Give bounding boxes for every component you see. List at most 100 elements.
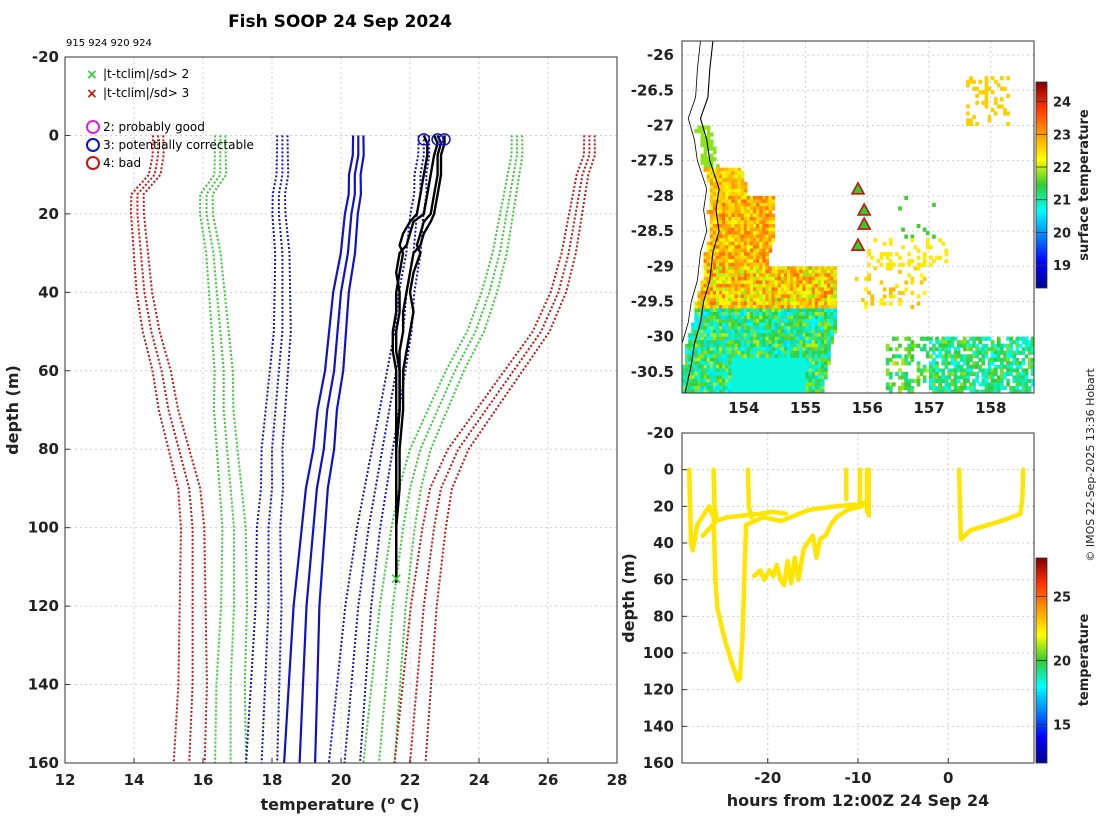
sst-cell (688, 333, 692, 338)
sst-cell (814, 276, 819, 281)
sst-cell (867, 290, 871, 296)
sst-cell (827, 329, 831, 334)
sst-cell (768, 227, 773, 232)
sst-cell (709, 347, 714, 352)
sst-cell (728, 315, 732, 320)
sst-cell (709, 174, 714, 179)
sst-cell (734, 364, 739, 369)
sst-cell (709, 294, 714, 299)
sst-cell (682, 364, 686, 369)
sst-cell (688, 354, 692, 359)
sst-cell (706, 361, 711, 366)
sst-cell (910, 378, 915, 384)
sst-cell (703, 386, 708, 391)
sst-cell (762, 315, 766, 320)
climatology-line-blue-solid-left (283, 135, 355, 764)
sst-cell (790, 312, 794, 317)
sst-cell (820, 273, 825, 278)
sst-cell (734, 340, 739, 345)
sst-cell (790, 266, 794, 271)
sst-cell (716, 368, 720, 373)
sst-cell (814, 386, 819, 391)
sst-cell (749, 241, 754, 246)
colorbar-tick-label: 21 (1053, 194, 1071, 209)
sst-cell (805, 368, 810, 373)
sst-cell (728, 326, 732, 331)
sst-cell (734, 188, 739, 193)
sst-cell (790, 280, 794, 285)
sst-cell (728, 308, 732, 313)
sst-cell (703, 382, 708, 387)
sst-cell (737, 386, 742, 391)
sst-cell (688, 343, 692, 348)
sst-cell (805, 269, 810, 274)
sst-cell (796, 389, 800, 393)
sst-cell (719, 255, 723, 260)
sst-cell (941, 368, 946, 373)
sst-cell (725, 287, 729, 292)
sst-cell (731, 315, 736, 320)
sst-cell (734, 269, 739, 274)
sst-cell (796, 357, 800, 362)
sst-cell (719, 269, 723, 274)
sst-cell (756, 354, 760, 359)
sst-cell (802, 386, 807, 391)
sst-cell (703, 146, 708, 151)
sst-cell (817, 364, 822, 369)
sst-cell (737, 241, 742, 246)
sst-cell (799, 340, 803, 345)
sst-cell (706, 375, 711, 380)
sst-cell (740, 312, 745, 317)
sst-cell (749, 255, 754, 260)
sst-cell (796, 378, 800, 384)
sst-cell (740, 259, 745, 264)
sst-cell (685, 378, 689, 384)
sst-cell (703, 287, 708, 292)
sst-cell (743, 224, 748, 229)
sst-cell (796, 273, 800, 278)
sst-cell (966, 122, 970, 127)
sst-cell (731, 287, 736, 292)
sst-cell (950, 368, 955, 373)
sst-cell (799, 336, 803, 341)
sst-cell (864, 301, 868, 306)
sst-cell (783, 308, 788, 313)
sst-cell (963, 340, 967, 345)
sst-cell (947, 389, 952, 393)
sst-cell (790, 364, 794, 369)
temperature-profile-line (395, 134, 443, 583)
sst-cell (731, 259, 736, 264)
sst-cell (969, 386, 973, 391)
sst-cell (1030, 364, 1034, 369)
sst-cell (984, 104, 989, 109)
sst-cell (916, 224, 921, 229)
sst-cell (805, 280, 810, 285)
sst-cell (811, 319, 816, 324)
sst-cell (688, 375, 692, 380)
sst-cell (802, 371, 807, 377)
sst-cell (787, 336, 791, 341)
sst-cell (817, 378, 822, 384)
sst-cell (749, 350, 754, 355)
sst-cell (783, 322, 788, 327)
sst-cell (990, 378, 995, 384)
sst-cell (765, 245, 770, 250)
sst-cell (793, 266, 797, 271)
sst-cell (1012, 357, 1017, 362)
sst-cell (756, 269, 760, 274)
sst-cell (746, 361, 751, 366)
sst-cell (731, 357, 736, 362)
sst-cell (765, 301, 770, 306)
sst-cell (879, 252, 884, 257)
sst-cell (1027, 357, 1032, 362)
sst-cell (697, 319, 702, 324)
sst-cell (981, 350, 986, 355)
sst-cell (709, 178, 714, 183)
sst-cell (737, 364, 742, 369)
sst-cell (944, 389, 949, 393)
sst-cell (820, 269, 825, 274)
colorbar-tick-label: 20 (1053, 226, 1071, 241)
x-tick-label: 16 (193, 771, 214, 789)
sst-cell (802, 290, 807, 296)
